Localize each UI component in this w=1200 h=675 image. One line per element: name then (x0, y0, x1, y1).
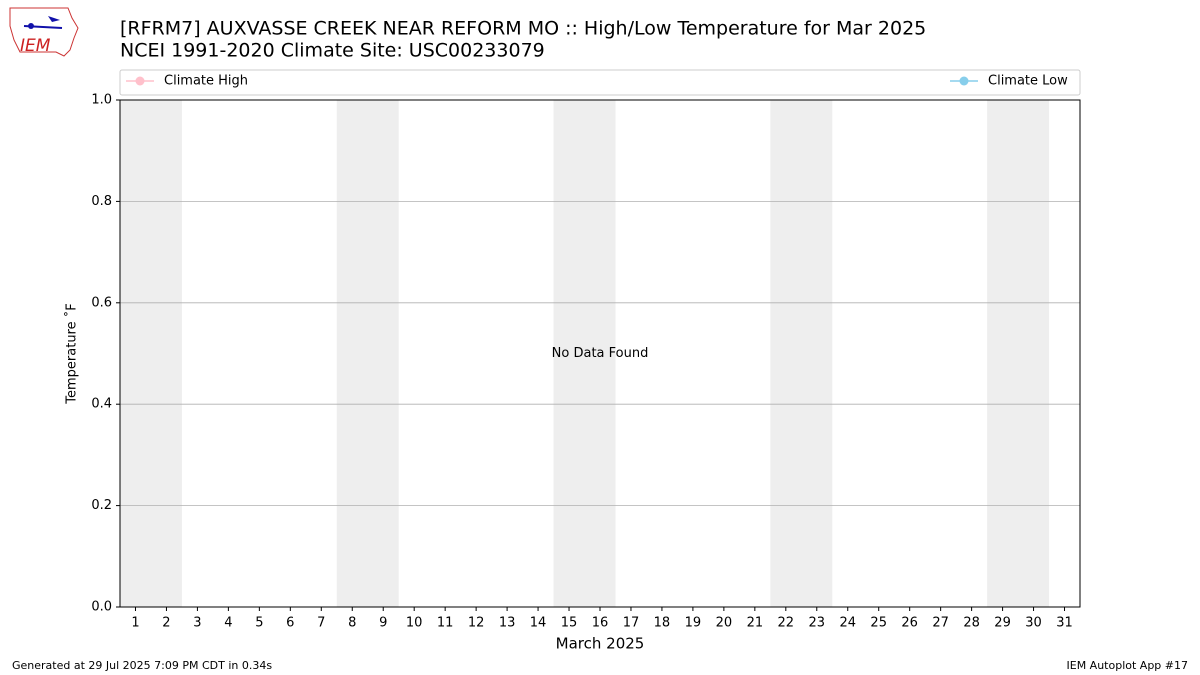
footer-right: IEM Autoplot App #17 (1067, 659, 1189, 672)
x-tick-label: 28 (963, 616, 980, 631)
logo-text: IEM (20, 36, 51, 56)
x-tick-label: 12 (468, 616, 485, 631)
x-tick-label: 16 (592, 616, 609, 631)
x-tick-label: 10 (406, 616, 423, 631)
x-tick-label: 29 (994, 616, 1011, 631)
legend-marker (135, 76, 145, 86)
x-axis-label: March 2025 (556, 635, 645, 653)
legend-label: Climate Low (988, 74, 1068, 89)
x-tick-label: 19 (685, 616, 702, 631)
x-tick-label: 14 (530, 616, 547, 631)
x-tick-label: 27 (932, 616, 949, 631)
y-tick-label: 0.8 (91, 194, 112, 209)
weekend-shade (987, 100, 1050, 607)
x-tick-label: 18 (654, 616, 671, 631)
x-tick-label: 2 (162, 616, 170, 631)
x-tick-label: 8 (348, 616, 356, 631)
x-tick-label: 24 (839, 616, 856, 631)
y-tick-label: 0.6 (91, 295, 112, 310)
legend-label: Climate High (164, 74, 248, 89)
x-tick-label: 7 (317, 616, 325, 631)
y-tick-label: 0.4 (91, 397, 112, 412)
weekend-shade (770, 100, 833, 607)
x-tick-label: 30 (1025, 616, 1042, 631)
x-tick-label: 21 (747, 616, 764, 631)
annotation: No Data Found (552, 346, 649, 361)
x-tick-label: 15 (561, 616, 578, 631)
legend-box (119, 69, 1081, 96)
legend-item: Climate Low (950, 74, 1068, 89)
weekend-shade (553, 100, 616, 607)
x-tick-label: 9 (379, 616, 387, 631)
x-tick-label: 23 (809, 616, 826, 631)
x-tick-label: 5 (255, 616, 263, 631)
weekend-shade (120, 100, 182, 607)
x-tick-label: 31 (1056, 616, 1073, 631)
x-tick-label: 1 (131, 616, 139, 631)
x-tick-label: 22 (778, 616, 795, 631)
x-tick-label: 25 (870, 616, 887, 631)
x-tick-label: 11 (437, 616, 454, 631)
x-tick-label: 4 (224, 616, 232, 631)
legend-marker (959, 76, 969, 86)
logo: IEM (9, 7, 79, 57)
y-axis-label: Temperature ˚F (64, 303, 80, 404)
plot-frame (119, 99, 1081, 608)
y-tick-label: 0.2 (91, 498, 112, 513)
footer-left: Generated at 29 Jul 2025 7:09 PM CDT in … (12, 659, 272, 672)
y-tick-label: 0.0 (91, 600, 112, 615)
weekend-shade (336, 100, 399, 607)
legend-item: Climate High (126, 74, 248, 89)
x-tick-label: 17 (623, 616, 640, 631)
x-tick-label: 13 (499, 616, 516, 631)
x-tick-label: 6 (286, 616, 294, 631)
y-tick-label: 1.0 (91, 93, 112, 108)
x-tick-label: 20 (716, 616, 733, 631)
x-tick-label: 3 (193, 616, 201, 631)
chart-subtitle: NCEI 1991-2020 Climate Site: USC00233079 (120, 40, 545, 62)
x-tick-label: 26 (901, 616, 918, 631)
chart-title: [RFRM7] AUXVASSE CREEK NEAR REFORM MO ::… (120, 18, 926, 40)
